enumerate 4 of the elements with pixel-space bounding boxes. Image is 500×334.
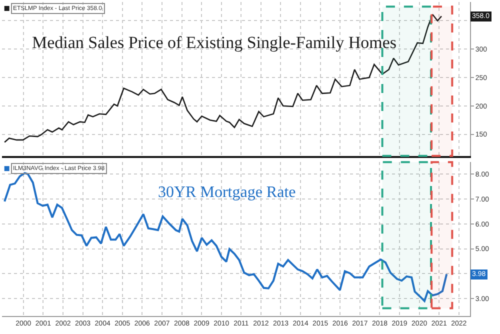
line-series (4, 14, 442, 143)
text: Median Sales Price of Existing Single-Family Homes (32, 33, 397, 52)
text: 30YR Mortgage Rate (158, 184, 296, 201)
line-series (4, 172, 448, 302)
